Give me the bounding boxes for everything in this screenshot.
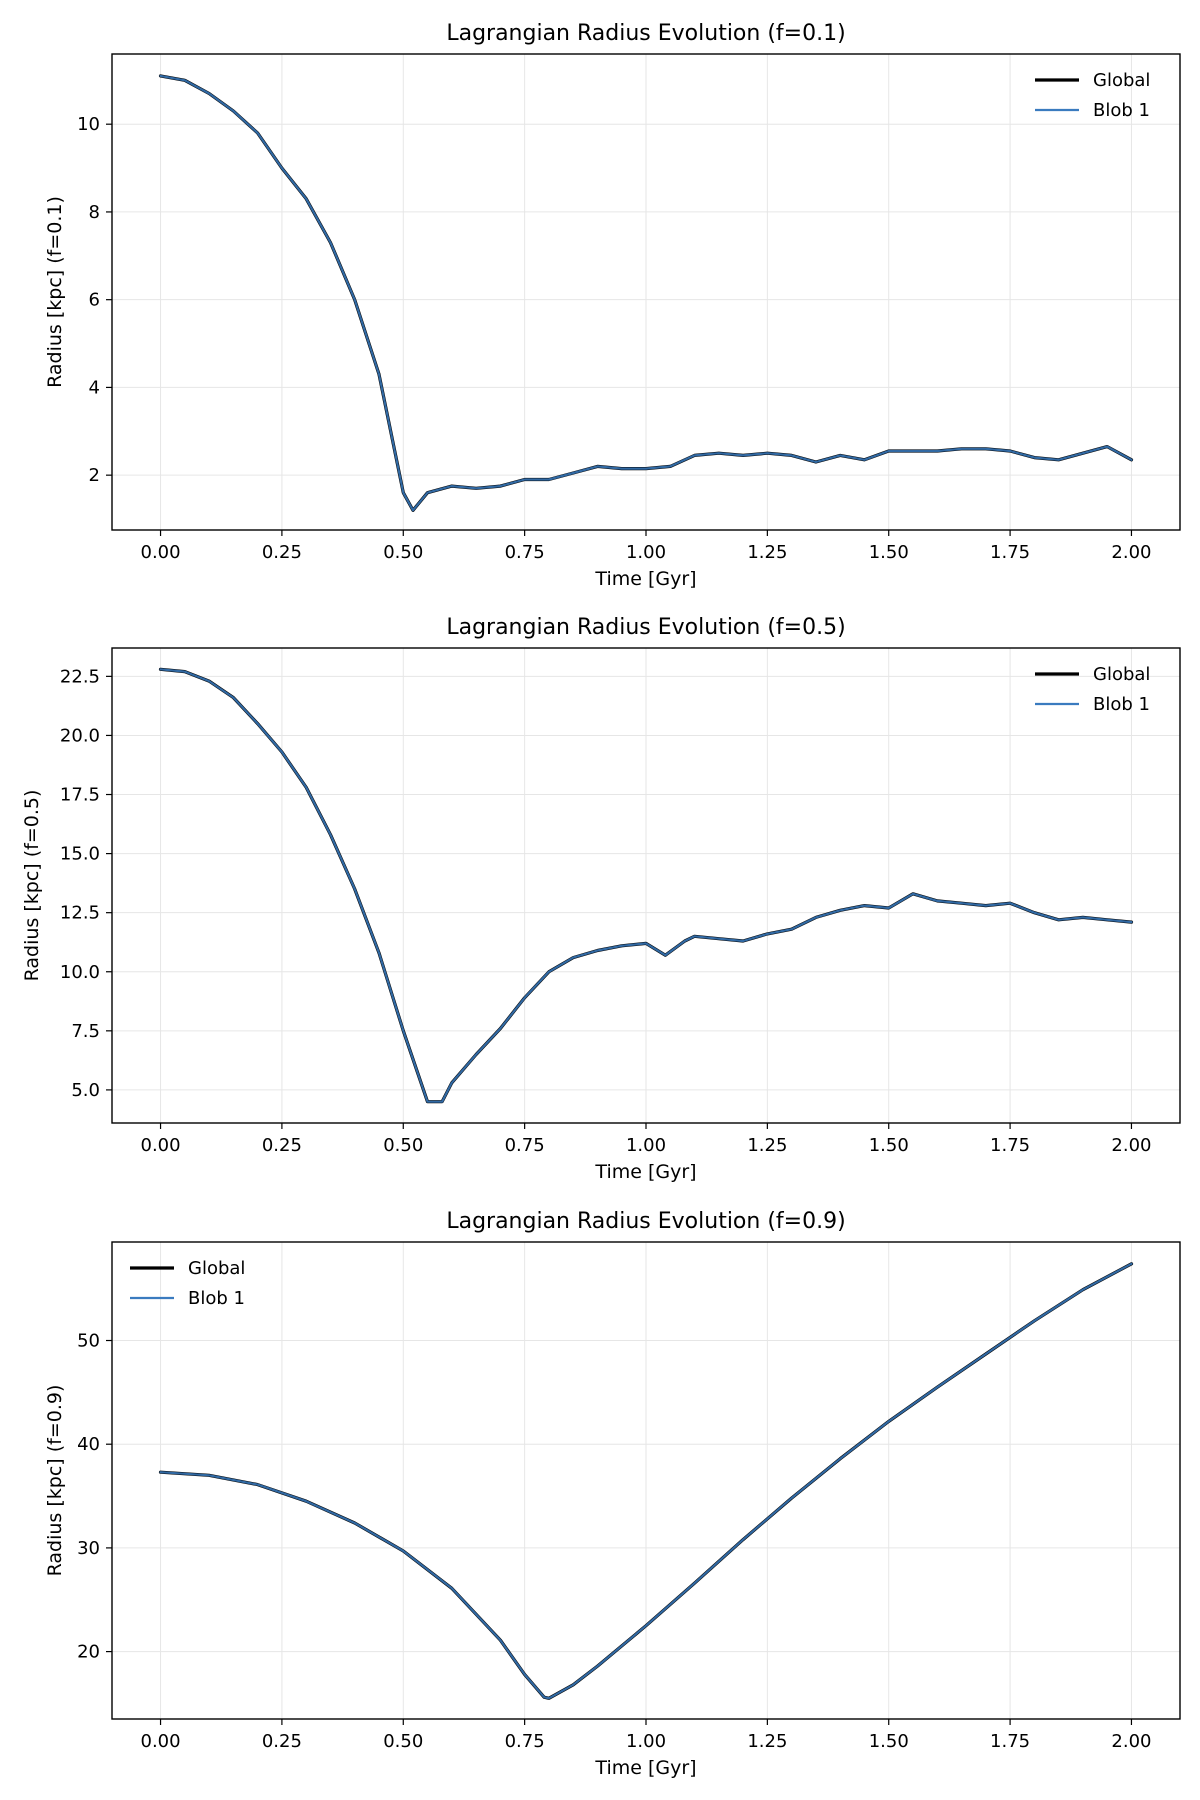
chart-title: Lagrangian Radius Evolution (f=0.9) — [446, 1209, 845, 1234]
x-tick-label: 1.25 — [747, 1135, 787, 1156]
legend-label: Blob 1 — [1093, 100, 1150, 121]
x-tick-label: 1.50 — [869, 1731, 909, 1752]
x-tick-label: 1.50 — [869, 542, 909, 563]
legend-label: Global — [1093, 664, 1150, 685]
x-tick-label: 0.75 — [505, 1731, 545, 1752]
y-tick-label: 50 — [77, 1331, 100, 1352]
y-tick-label: 6 — [89, 290, 100, 311]
chart-panel-2: 0.00 0.25 0.50 0.75 1.00 1.25 1.50 1.75 2.00 5.0 7… — [21, 615, 1181, 1183]
legend-label: Global — [188, 1258, 245, 1279]
legend-label: Blob 1 — [188, 1288, 245, 1309]
x-tick-label: 0.00 — [141, 542, 181, 563]
y-tick-label: 8 — [89, 202, 100, 223]
x-tick-label: 0.50 — [383, 542, 423, 563]
x-tick-label: 1.75 — [990, 1135, 1030, 1156]
series-line-blob-1 — [159, 668, 1133, 1103]
x-tick-label: 0.00 — [141, 1135, 181, 1156]
y-axis-label: Radius [kpc] (f=0.1) — [44, 196, 66, 388]
y-tick-label: 4 — [89, 377, 100, 398]
x-tick-label: 1.75 — [990, 1731, 1030, 1752]
x-tick-label: 2.00 — [1111, 1135, 1151, 1156]
x-tick-label: 1.00 — [626, 1135, 666, 1156]
series-line-blob-1 — [159, 74, 1133, 512]
y-tick-label: 12.5 — [60, 903, 100, 924]
y-tick-label: 17.5 — [60, 785, 100, 806]
y-tick-label: 20 — [77, 1642, 100, 1663]
x-tick-label: 0.25 — [262, 542, 302, 563]
legend-label: Global — [1093, 70, 1150, 91]
x-tick-label: 0.50 — [383, 1731, 423, 1752]
y-tick-label: 22.5 — [60, 666, 100, 687]
x-tick-label: 1.75 — [990, 542, 1030, 563]
y-tick-label: 5.0 — [71, 1080, 100, 1101]
x-axis-label: Time [Gyr] — [594, 568, 696, 590]
x-tick-label: 1.00 — [626, 1731, 666, 1752]
x-tick-label: 0.25 — [262, 1731, 302, 1752]
x-axis-label: Time [Gyr] — [594, 1161, 696, 1183]
x-tick-label: 1.25 — [747, 542, 787, 563]
chart-panel-3: 0.00 0.25 0.50 0.75 1.00 1.25 1.50 1.75 2.00 20 30… — [44, 1209, 1181, 1779]
legend: Global Blob 1 — [1035, 664, 1150, 715]
x-tick-label: 0.50 — [383, 1135, 423, 1156]
legend-label: Blob 1 — [1093, 694, 1150, 715]
y-tick-label: 15.0 — [60, 844, 100, 865]
y-tick-label: 10 — [77, 114, 100, 135]
x-tick-label: 2.00 — [1111, 1731, 1151, 1752]
y-tick-label: 40 — [77, 1434, 100, 1455]
y-tick-label: 30 — [77, 1538, 100, 1559]
y-axis-label: Radius [kpc] (f=0.9) — [44, 1385, 66, 1577]
x-tick-label: 0.75 — [505, 1135, 545, 1156]
y-axis-label: Radius [kpc] (f=0.5) — [21, 790, 43, 982]
x-tick-label: 1.50 — [869, 1135, 909, 1156]
x-tick-label: 1.00 — [626, 542, 666, 563]
x-axis-label: Time [Gyr] — [594, 1757, 696, 1779]
y-tick-label: 2 — [89, 465, 100, 486]
legend: Global Blob 1 — [130, 1258, 245, 1309]
x-tick-label: 0.25 — [262, 1135, 302, 1156]
y-tick-label: 10.0 — [60, 962, 100, 983]
x-tick-label: 0.75 — [505, 542, 545, 563]
x-tick-label: 0.00 — [141, 1731, 181, 1752]
series-line-blob-1 — [159, 1262, 1133, 1700]
chart-title: Lagrangian Radius Evolution (f=0.5) — [446, 615, 845, 640]
x-tick-label: 2.00 — [1111, 542, 1151, 563]
y-tick-label: 20.0 — [60, 725, 100, 746]
chart-title: Lagrangian Radius Evolution (f=0.1) — [446, 21, 845, 46]
legend: Global Blob 1 — [1035, 70, 1150, 121]
x-tick-label: 1.25 — [747, 1731, 787, 1752]
chart-panel-1: 0.00 0.25 0.50 0.75 1.00 1.25 1.50 1.75 2.00 2 4 6 8… — [44, 21, 1181, 590]
y-tick-label: 7.5 — [71, 1021, 100, 1042]
